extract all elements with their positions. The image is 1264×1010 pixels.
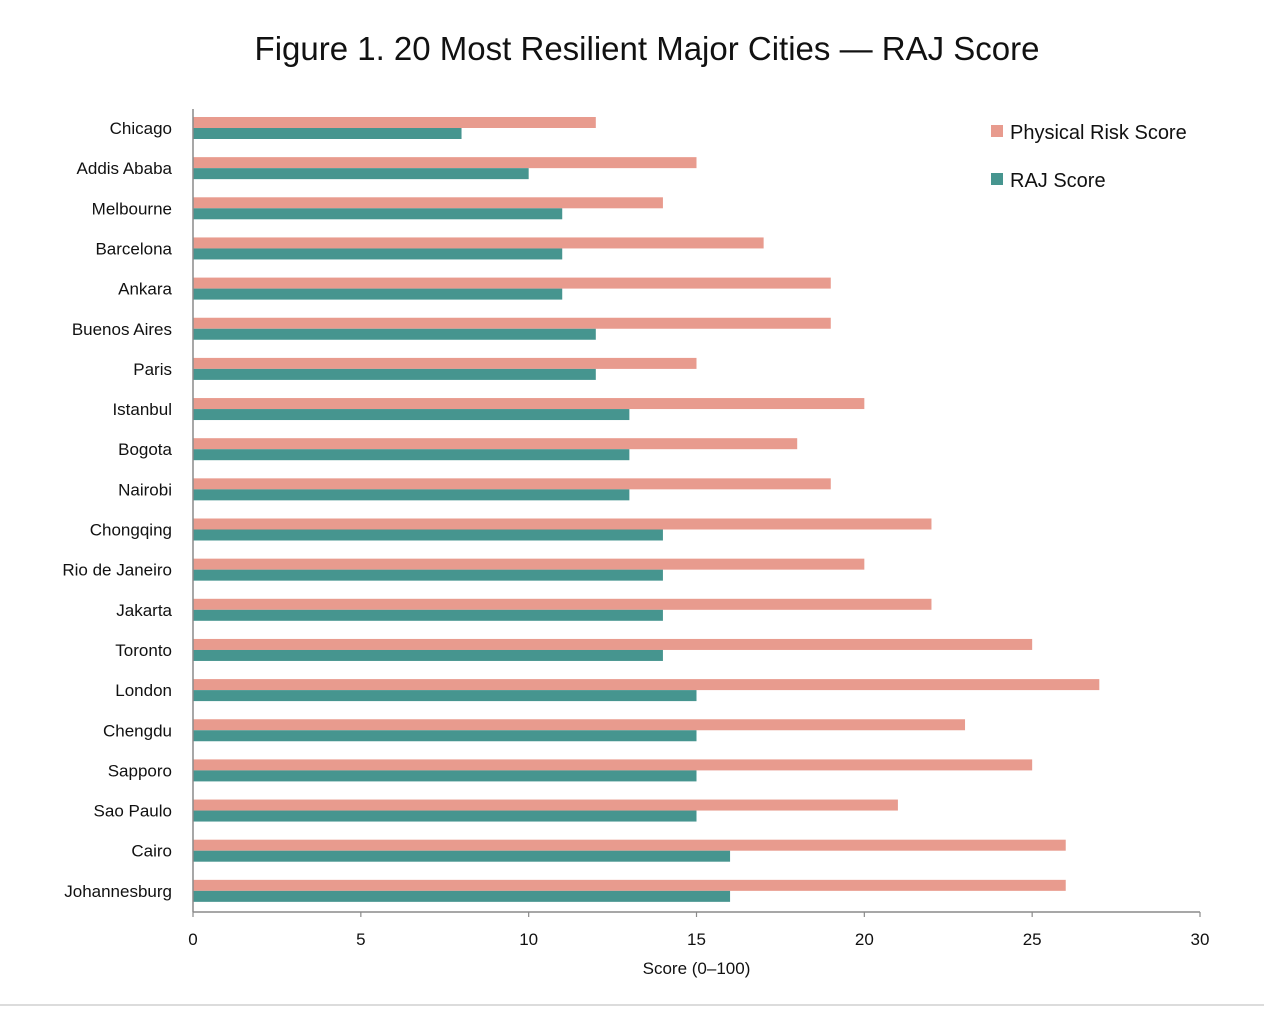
chart-title: Figure 1. 20 Most Resilient Major Cities… [254, 30, 1040, 67]
bar-physical-risk-chongqing [193, 518, 932, 530]
bar-raj-istanbul [193, 409, 630, 421]
x-tick-label: 30 [1191, 930, 1210, 949]
bar-raj-addis-ababa [193, 168, 529, 180]
category-label: Nairobi [118, 480, 172, 499]
bar-raj-sapporo [193, 770, 697, 782]
x-axis-title: Score (0–100) [643, 959, 751, 978]
bar-physical-risk-chicago [193, 117, 596, 128]
category-label: Paris [133, 360, 172, 379]
bar-raj-sao-paulo [193, 810, 697, 822]
bar-physical-risk-rio-de-janeiro [193, 558, 865, 570]
bar-physical-risk-addis-ababa [193, 157, 697, 169]
bar-physical-risk-istanbul [193, 398, 865, 410]
category-label: Cairo [131, 842, 172, 861]
category-label: Chicago [110, 119, 172, 138]
category-label: Chengdu [103, 721, 172, 740]
legend-label: RAJ Score [1010, 170, 1106, 192]
category-label: Rio de Janeiro [62, 561, 172, 580]
bar-physical-risk-toronto [193, 638, 1033, 650]
bar-physical-risk-london [193, 679, 1100, 691]
bar-physical-risk-cairo [193, 839, 1066, 851]
category-label: London [115, 681, 172, 700]
bar-raj-buenos-aires [193, 328, 596, 340]
bottom-divider [0, 1004, 1264, 1006]
category-label: Toronto [115, 641, 172, 660]
category-label: Jakarta [116, 601, 172, 620]
bar-raj-cairo [193, 850, 731, 862]
x-tick-label: 15 [687, 930, 706, 949]
bar-physical-risk-chengdu [193, 719, 966, 731]
bar-raj-chengdu [193, 730, 697, 742]
category-label: Barcelona [95, 239, 172, 258]
category-label: Ankara [118, 280, 172, 299]
bar-physical-risk-barcelona [193, 237, 764, 249]
bar-physical-risk-johannesburg [193, 879, 1066, 891]
bar-raj-ankara [193, 288, 563, 300]
bar-physical-risk-paris [193, 357, 697, 369]
category-label: Addis Ababa [77, 159, 173, 178]
legend-swatch [991, 125, 1003, 137]
bar-physical-risk-buenos-aires [193, 317, 831, 329]
bar-physical-risk-sapporo [193, 759, 1033, 771]
bar-raj-chicago [193, 128, 462, 139]
category-label: Sapporo [108, 761, 172, 780]
bar-raj-chongqing [193, 529, 663, 541]
bar-physical-risk-jakarta [193, 598, 932, 610]
bar-raj-melbourne [193, 208, 563, 220]
x-tick-label: 25 [1023, 930, 1042, 949]
bar-raj-barcelona [193, 248, 563, 260]
bar-physical-risk-ankara [193, 277, 831, 289]
legend-swatch [991, 173, 1003, 185]
bar-physical-risk-sao-paulo [193, 799, 898, 811]
x-tick-label: 20 [855, 930, 874, 949]
bar-raj-bogota [193, 449, 630, 461]
bar-raj-rio-de-janeiro [193, 569, 663, 581]
category-label: Johannesburg [64, 882, 172, 901]
bar-physical-risk-nairobi [193, 478, 831, 490]
bar-physical-risk-bogota [193, 438, 798, 450]
category-label: Chongqing [90, 521, 172, 540]
bar-raj-johannesburg [193, 890, 731, 902]
category-label: Sao Paulo [94, 802, 172, 821]
bar-raj-toronto [193, 649, 663, 661]
bar-physical-risk-melbourne [193, 197, 663, 209]
bar-raj-nairobi [193, 489, 630, 501]
bar-raj-london [193, 690, 697, 702]
x-tick-label: 5 [356, 930, 365, 949]
category-label: Istanbul [112, 400, 172, 419]
bar-raj-jakarta [193, 609, 663, 621]
category-label: Bogota [118, 440, 172, 459]
x-tick-label: 0 [188, 930, 197, 949]
category-label: Buenos Aires [72, 320, 172, 339]
x-tick-label: 10 [519, 930, 538, 949]
bar-raj-paris [193, 368, 596, 380]
legend-label: Physical Risk Score [1010, 122, 1187, 144]
category-label: Melbourne [92, 199, 172, 218]
